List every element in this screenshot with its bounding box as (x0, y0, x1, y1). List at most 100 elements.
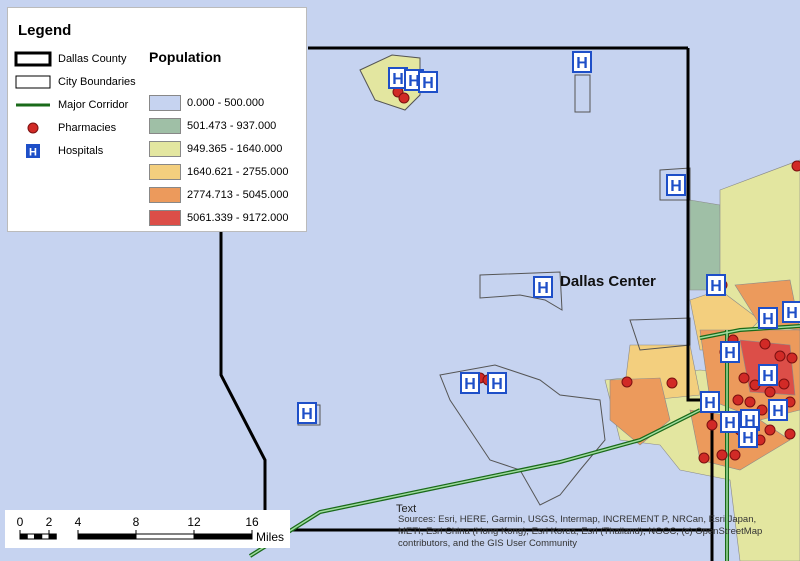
text-label: Text (396, 503, 416, 515)
pharmacy (398, 92, 410, 104)
scale-segment (26, 533, 35, 540)
hospital-box (720, 411, 740, 433)
pharmacy (716, 449, 728, 461)
pharmacy (786, 352, 798, 364)
population-areas (359, 54, 800, 561)
class-label: 501.473 - 937.000 (187, 120, 277, 132)
hospital-box (782, 301, 800, 323)
hospital: H (782, 301, 800, 323)
hospital: H (388, 67, 408, 89)
legend-label: City Boundaries (58, 76, 136, 88)
hospital: H (700, 391, 720, 413)
class-label: 949.365 - 1640.000 (187, 143, 283, 155)
hospital: H (738, 426, 758, 448)
legend-symbol (15, 75, 51, 89)
pharmacy (729, 449, 741, 461)
scale-label: 0 (17, 515, 24, 529)
scale-segment (135, 533, 195, 540)
hospital-box (768, 399, 788, 421)
hospital: H (572, 51, 592, 73)
hospital-icon: H (491, 376, 503, 393)
legend-item: Major Corridor (14, 96, 128, 114)
hospital-box (738, 426, 758, 448)
class-label: 0.000 - 500.000 (187, 97, 265, 109)
color-swatch (149, 164, 181, 180)
hospital-icon: H (301, 406, 313, 423)
hospital-box (758, 364, 778, 386)
scale-unit: Miles (256, 530, 284, 544)
hospital-icon: H (710, 278, 722, 295)
scale-label: 16 (245, 515, 259, 529)
hospital: H (418, 71, 438, 93)
scale-segment (19, 533, 28, 540)
pharmacy (784, 428, 796, 440)
hospital-icon: H (464, 376, 476, 393)
scale-label: 12 (187, 515, 201, 529)
population-class: 501.473 - 937.000 (149, 117, 276, 135)
corridor-highlight (249, 325, 800, 561)
hospital-icon: H (392, 71, 404, 88)
svg-text:H: H (29, 147, 37, 159)
hospital-box (572, 51, 592, 73)
attribution: Sources: Esri, HERE, Garmin, USGS, Inter… (398, 514, 763, 549)
pharmacy (621, 376, 633, 388)
hospital-icon: H (772, 403, 784, 420)
hospital-box (666, 174, 686, 196)
hospital: H (666, 174, 686, 196)
pharmacy (666, 377, 678, 389)
legend-label: Hospitals (58, 145, 104, 157)
hospital-box (460, 372, 480, 394)
scale-label: 8 (133, 515, 140, 529)
pharmacy (764, 386, 776, 398)
legend-symbol: H (26, 144, 40, 159)
hospital-box (297, 402, 317, 424)
pharmacy (698, 452, 710, 464)
pharmacy (764, 424, 776, 436)
hospital: H (487, 372, 507, 394)
hospital-icon: H (704, 395, 716, 412)
hospital-icon: H (408, 73, 420, 90)
population-class: 949.365 - 1640.000 (149, 140, 282, 158)
hospital: H (460, 372, 480, 394)
hospital-icon: H (422, 75, 434, 92)
class-label: 2774.713 - 5045.000 (187, 189, 289, 201)
hospital: H (758, 307, 778, 329)
hospital: H (768, 399, 788, 421)
scale-label: 4 (75, 515, 82, 529)
pharmacy (744, 396, 756, 408)
hospital-icon: H (724, 345, 736, 362)
hospital: H (758, 364, 778, 386)
hospital-icon: H (742, 430, 754, 447)
hospital-box (758, 307, 778, 329)
hospital: H (720, 411, 740, 433)
hospital: H (720, 341, 740, 363)
color-swatch (149, 141, 181, 157)
scale-label: 2 (46, 515, 53, 529)
legend-symbol (14, 51, 52, 67)
legend-title: Legend (18, 22, 72, 39)
population-class: 0.000 - 500.000 (149, 94, 264, 112)
legend-label: Pharmacies (58, 122, 117, 134)
pharmacy (732, 394, 744, 406)
hospital-box (418, 71, 438, 93)
color-swatch (149, 95, 181, 111)
scale-bar: 0 2 4 8 12 16 Miles (5, 510, 290, 548)
pharmacy (759, 338, 771, 350)
hospital-icon: H (786, 305, 798, 322)
legend-label: Major Corridor (58, 99, 129, 111)
hospital-icon: H (576, 55, 588, 72)
color-swatch (149, 118, 181, 134)
pharmacy (791, 160, 800, 172)
pharmacy (706, 419, 718, 431)
population-class: 1640.621 - 2755.000 (149, 163, 289, 181)
color-swatch (149, 210, 181, 226)
legend-symbol (27, 122, 39, 134)
hospital-box (706, 274, 726, 296)
legend-item: City Boundaries (14, 73, 136, 91)
color-swatch (149, 187, 181, 203)
legend: Legend Population Dallas County City Boun… (7, 7, 307, 232)
